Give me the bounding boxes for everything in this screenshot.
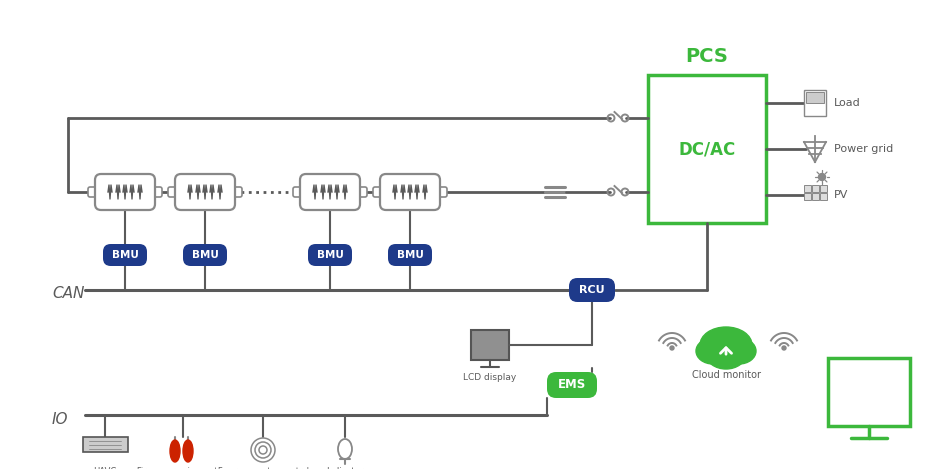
Bar bbox=[828, 358, 910, 426]
Bar bbox=[648, 75, 766, 223]
Bar bbox=[804, 90, 826, 116]
FancyBboxPatch shape bbox=[300, 174, 360, 210]
Text: Emergency stop control: Emergency stop control bbox=[218, 467, 308, 469]
Bar bbox=[820, 193, 827, 200]
Text: Indicator: Indicator bbox=[326, 467, 363, 469]
Text: EMS: EMS bbox=[558, 378, 587, 392]
Ellipse shape bbox=[696, 338, 730, 364]
FancyBboxPatch shape bbox=[373, 187, 382, 197]
FancyBboxPatch shape bbox=[358, 187, 367, 197]
Text: BMU: BMU bbox=[111, 250, 138, 260]
Bar bbox=[804, 193, 811, 200]
Text: BMU: BMU bbox=[191, 250, 219, 260]
Text: Power grid: Power grid bbox=[834, 144, 893, 154]
FancyBboxPatch shape bbox=[308, 244, 352, 266]
FancyBboxPatch shape bbox=[183, 244, 227, 266]
Bar bbox=[804, 185, 811, 192]
Ellipse shape bbox=[706, 339, 746, 369]
FancyBboxPatch shape bbox=[168, 187, 177, 197]
FancyBboxPatch shape bbox=[153, 187, 162, 197]
Bar bbox=[812, 193, 819, 200]
FancyBboxPatch shape bbox=[88, 187, 97, 197]
FancyBboxPatch shape bbox=[438, 187, 447, 197]
FancyBboxPatch shape bbox=[103, 244, 147, 266]
FancyBboxPatch shape bbox=[293, 187, 302, 197]
FancyBboxPatch shape bbox=[388, 244, 432, 266]
FancyBboxPatch shape bbox=[547, 372, 597, 398]
Circle shape bbox=[670, 346, 674, 350]
Circle shape bbox=[818, 174, 826, 181]
Bar bbox=[83, 437, 128, 452]
Bar bbox=[806, 92, 824, 103]
Bar bbox=[820, 185, 827, 192]
Text: Load: Load bbox=[834, 98, 861, 108]
FancyBboxPatch shape bbox=[569, 278, 615, 302]
Ellipse shape bbox=[183, 440, 193, 462]
Circle shape bbox=[782, 346, 786, 350]
Text: PV: PV bbox=[834, 190, 848, 200]
Text: CAN: CAN bbox=[52, 287, 84, 302]
Ellipse shape bbox=[700, 327, 752, 363]
Bar bbox=[812, 185, 819, 192]
Text: BMU: BMU bbox=[317, 250, 344, 260]
Ellipse shape bbox=[722, 338, 756, 364]
FancyBboxPatch shape bbox=[95, 174, 155, 210]
Bar bbox=[471, 330, 509, 360]
Text: Fire suppression system: Fire suppression system bbox=[136, 467, 229, 469]
Text: IO: IO bbox=[52, 411, 68, 426]
FancyBboxPatch shape bbox=[175, 174, 235, 210]
FancyBboxPatch shape bbox=[380, 174, 440, 210]
Ellipse shape bbox=[170, 440, 180, 462]
Text: Cloud monitor: Cloud monitor bbox=[691, 370, 760, 380]
Text: PCS: PCS bbox=[686, 47, 729, 67]
Text: RCU: RCU bbox=[579, 285, 605, 295]
Text: LCD display: LCD display bbox=[463, 372, 517, 381]
Text: DC/AC: DC/AC bbox=[678, 140, 736, 158]
Text: BMU: BMU bbox=[397, 250, 423, 260]
Text: HAVC: HAVC bbox=[93, 467, 117, 469]
FancyBboxPatch shape bbox=[233, 187, 242, 197]
